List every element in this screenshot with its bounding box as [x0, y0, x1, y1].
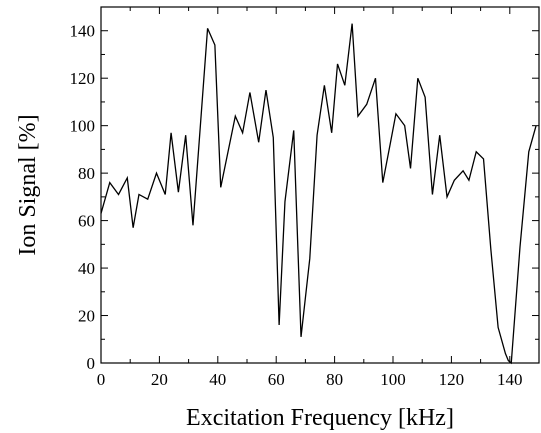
series-group — [100, 23, 537, 365]
x-tick-label: 20 — [151, 370, 168, 389]
x-tick-label: 140 — [497, 370, 523, 389]
y-tick-label: 120 — [70, 69, 96, 88]
x-axis-ticks — [100, 7, 511, 363]
y-tick-label: 0 — [87, 354, 96, 373]
y-tick-label: 20 — [78, 307, 95, 326]
y-tick-label: 80 — [78, 164, 95, 183]
x-tick-label: 40 — [209, 370, 226, 389]
x-tick-label: 120 — [439, 370, 465, 389]
y-tick-label: 140 — [70, 22, 96, 41]
y-axis-ticks — [101, 30, 539, 364]
x-tick-label: 60 — [268, 370, 285, 389]
x-axis-tick-labels: 0 20 40 60 80 100 120 140 — [97, 370, 523, 389]
x-axis-title: Excitation Frequency [kHz] — [186, 405, 454, 431]
y-tick-label: 60 — [78, 212, 95, 231]
plot-frame — [100, 6, 540, 364]
x-tick-label: 100 — [380, 370, 406, 389]
plot-area: 0 20 40 60 80 100 120 140 0 20 40 60 80 100 120 140 — [70, 6, 540, 389]
x-tick-label: 80 — [326, 370, 343, 389]
x-tick-label: 0 — [97, 370, 106, 389]
series-line — [100, 23, 537, 365]
y-tick-label: 40 — [78, 259, 95, 278]
y-tick-label: 100 — [70, 117, 96, 136]
y-axis-title: Ion Signal [%] — [15, 114, 41, 255]
y-axis-tick-labels: 0 20 40 60 80 100 120 140 — [70, 22, 96, 373]
